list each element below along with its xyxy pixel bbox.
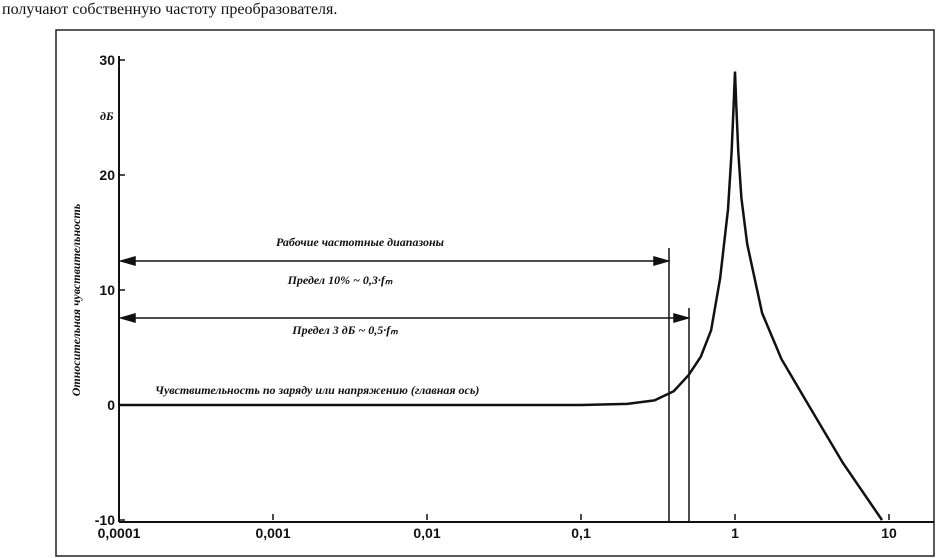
annotation: Предел 10% ~ 0,3·fₘ [287,273,393,287]
annotation: Рабочие частотные диапазоны [276,235,444,249]
frame [55,29,935,557]
y-tick-label: -10 [95,512,115,528]
x-tick-label: 10 [881,525,897,541]
annotation: Предел 3 дБ ~ 0,5·fₘ [291,323,398,337]
y-tick-label: 10 [99,282,115,298]
range-arrows [118,248,691,522]
x-tick-label: 1 [731,525,739,541]
x-tick-label: 0,1 [571,525,591,541]
annotation: Чувствительность по заряду или напряжени… [155,383,479,397]
x-tick-label: 0,01 [413,525,440,541]
caption: получают собственную частоту преобразова… [2,1,337,18]
x-tick-label: 0,0001 [98,525,141,541]
x-tick-label: 0,001 [255,525,290,541]
y-tick-label: 30 [99,52,115,68]
unit: дБ [100,109,114,123]
y-tick-label: 20 [99,167,115,183]
y-axis-label: Относительная чувствительность [69,203,83,396]
curve [119,71,884,521]
y-tick-label: 0 [107,397,115,413]
